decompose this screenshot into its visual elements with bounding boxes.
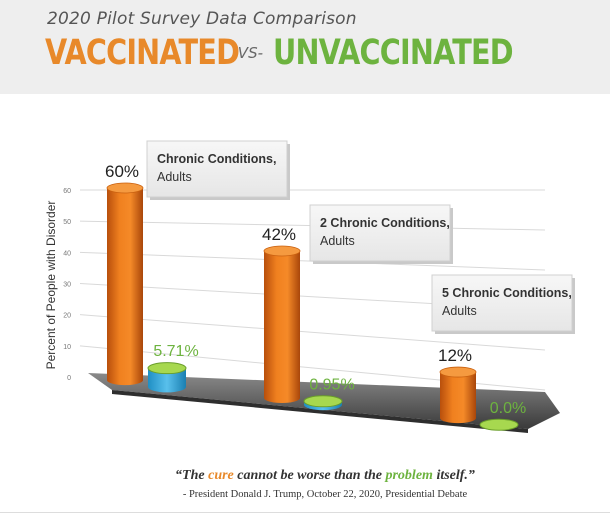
bars bbox=[106, 182, 519, 431]
quote-cure: cure bbox=[208, 468, 234, 483]
category-label: 5 Chronic Conditions, bbox=[442, 286, 572, 300]
category-callout bbox=[146, 140, 288, 198]
data-label-vaccinated: 42% bbox=[262, 225, 296, 244]
data-label-vaccinated: 12% bbox=[438, 346, 472, 365]
category-callout bbox=[309, 204, 451, 262]
header-banner: 2020 Pilot Survey Data Comparison VACCIN… bbox=[0, 0, 610, 94]
floor-edge bbox=[112, 390, 528, 433]
y-tick-label: 30 bbox=[63, 282, 71, 289]
divider bbox=[0, 512, 610, 513]
category-callouts: Chronic Conditions, Adults 2 Chronic Condi… bbox=[146, 140, 575, 334]
title-unvaccinated: UNVACCINATED bbox=[273, 33, 514, 73]
quote: “The cure cannot be worse than the probl… bbox=[175, 468, 475, 483]
data-label-unvaccinated: 5.71% bbox=[153, 343, 198, 360]
y-tick-label: 20 bbox=[63, 313, 71, 320]
page-subtitle: 2020 Pilot Survey Data Comparison bbox=[47, 9, 357, 29]
y-tick-label: 60 bbox=[63, 188, 71, 195]
quote-attribution: - President Donald J. Trump, October 22,… bbox=[182, 489, 468, 500]
bar-vaccinated bbox=[107, 188, 143, 386]
bar-vaccinated bbox=[264, 251, 300, 404]
y-tick-label: 50 bbox=[63, 219, 71, 226]
category-sublabel: Adults bbox=[320, 234, 355, 248]
bar-unvaccinated-top bbox=[479, 418, 519, 431]
y-axis: 0 10 20 30 40 50 60 Percent of People with Diso… bbox=[44, 188, 71, 382]
quote-problem: problem bbox=[385, 468, 433, 483]
y-axis-title: Percent of People with Disorder bbox=[44, 201, 58, 370]
data-labels: 60% 5.71% 42% 0.95% 12% 0.0% bbox=[105, 162, 526, 417]
bar-chart: 0 10 20 30 40 50 60 Percent of People with Diso… bbox=[44, 140, 575, 433]
data-label-unvaccinated: 0.0% bbox=[490, 400, 526, 417]
gridline bbox=[79, 314, 546, 351]
bar-unvaccinated-top bbox=[303, 395, 343, 408]
y-tick-label: 0 bbox=[67, 375, 71, 382]
bar-vaccinated-top bbox=[439, 366, 477, 378]
bar-vaccinated bbox=[440, 372, 476, 424]
title-vs: -VS- bbox=[233, 44, 263, 62]
bar-unvaccinated bbox=[148, 368, 186, 393]
y-tick-label: 10 bbox=[63, 344, 71, 351]
category-label: 2 Chronic Conditions, bbox=[320, 216, 450, 230]
bar-vaccinated-top bbox=[263, 245, 301, 257]
category-callout bbox=[431, 274, 573, 332]
data-label-unvaccinated: 0.95% bbox=[309, 376, 354, 393]
bar-vaccinated-top bbox=[106, 182, 144, 194]
data-label-vaccinated: 60% bbox=[105, 162, 139, 181]
y-tick-label: 40 bbox=[63, 250, 71, 257]
category-sublabel: Adults bbox=[442, 304, 477, 318]
category-label: Chronic Conditions, bbox=[157, 152, 276, 166]
category-sublabel: Adults bbox=[157, 170, 192, 184]
bar-unvaccinated-top bbox=[147, 362, 187, 375]
page-title: VACCINATED-VS- UNVACCINATED bbox=[45, 33, 565, 73]
